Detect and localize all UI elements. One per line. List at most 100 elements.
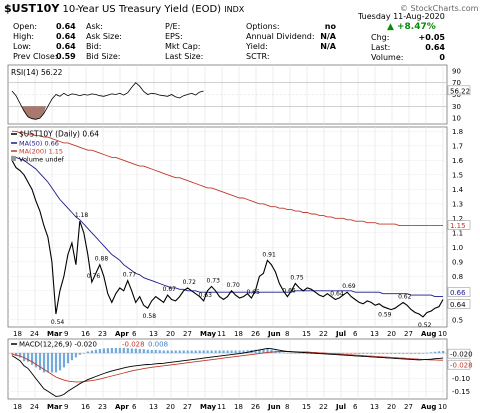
macd-histogram-bar — [238, 350, 241, 354]
macd-histogram-bar — [182, 350, 185, 354]
macd-x-tick: 22 — [319, 403, 328, 411]
price-annotation: 0.62 — [398, 293, 412, 300]
price-x-tick: 24 — [30, 330, 39, 338]
price-x-tick: 18 — [13, 330, 22, 338]
macd-histogram-bar — [202, 350, 205, 354]
macd-histogram-bar — [90, 350, 94, 354]
price-y-tick: 1.8 — [452, 128, 463, 136]
change-label: Chg: — [371, 33, 390, 42]
rsi-legend: RSI(14) 56.22 — [11, 68, 63, 77]
macd-histogram-bar — [11, 353, 14, 355]
high-value: 0.64 — [56, 32, 76, 41]
macd-histogram-bar — [366, 353, 369, 354]
yield-value: N/A — [320, 42, 336, 51]
high-label: High: — [13, 32, 35, 41]
price-x-tick: Jul — [335, 330, 346, 338]
bid-size-label: Bid Size: — [86, 52, 121, 61]
price-annotation: 0.72 — [183, 279, 197, 286]
macd-x-tick: 20 — [387, 403, 396, 411]
price-y-tick: 1.6 — [452, 157, 464, 165]
open-value: 0.64 — [56, 22, 76, 31]
macd-histogram-bar — [122, 347, 125, 354]
macd-histogram-bar — [278, 351, 281, 354]
macd-x-tick: 18 — [234, 403, 243, 411]
macd-x-tick: May — [200, 403, 216, 411]
macd-histogram-bar — [294, 353, 297, 354]
annual-dividend-label: Annual Dividend: — [246, 32, 315, 41]
macd-y-tick: -0.10 — [452, 375, 470, 383]
macd-x-tick: 26 — [251, 403, 260, 411]
ma50-tag: 0.66 — [450, 289, 466, 297]
price-x-tick: 27 — [404, 330, 413, 338]
macd-histogram-bar — [126, 348, 129, 354]
macd-histogram-bar — [34, 353, 38, 368]
macd-histogram-bar — [378, 353, 381, 354]
volume-label: Volume: — [371, 53, 404, 62]
macd-histogram-bar — [62, 353, 66, 368]
macd-x-tick: 18 — [13, 403, 22, 411]
macd-histogram-bar — [210, 350, 213, 354]
macd-histogram-bar — [286, 353, 289, 354]
macd-histogram-bar — [350, 353, 353, 354]
macd-histogram-bar — [102, 348, 105, 354]
prev-close-label: Prev Close: — [13, 52, 58, 61]
macd-histogram-bar — [98, 348, 101, 354]
symbol: $UST10Y — [4, 2, 60, 15]
price-annotation: 0.88 — [95, 256, 109, 263]
macd-histogram-bar — [422, 353, 425, 354]
macd-histogram-bar — [150, 349, 153, 354]
options-value: no — [324, 22, 336, 31]
last-size-label: Last Size: — [165, 52, 204, 61]
price-annotation: 0.54 — [51, 319, 65, 326]
macd-histogram-bar — [338, 353, 341, 354]
macd-histogram-bar — [94, 349, 98, 354]
macd-histogram-bar — [58, 353, 62, 371]
ma200-line — [12, 130, 443, 227]
price-x-tick: May — [200, 330, 216, 338]
price-annotation: 0.59 — [378, 312, 392, 319]
ma200-tag-box — [447, 220, 471, 230]
macd-histogram-bar — [402, 353, 405, 354]
price-y-tick: 1.0 — [452, 244, 463, 252]
macd-histogram-bar — [14, 353, 18, 357]
macd-histogram-bar — [414, 353, 417, 354]
macd-histogram-bar — [86, 351, 90, 354]
price-x-tick: Aug — [421, 330, 436, 338]
macd-histogram-bar — [390, 353, 393, 354]
macd-x-tick: 27 — [183, 403, 192, 411]
macd-x-tick: 23 — [98, 403, 107, 411]
price-x-tick: 26 — [251, 330, 260, 338]
price-y-tick: 1.3 — [452, 200, 463, 208]
macd-histogram-bar — [290, 353, 293, 354]
macd-histogram-bar — [198, 350, 201, 354]
price-annotation: 0.76 — [87, 273, 101, 280]
rsi-last-tag: 56.22 — [450, 87, 470, 95]
macd-histogram-bar — [74, 353, 78, 358]
macd-last-tag: -0.020 — [450, 351, 473, 359]
macd-x-tick: Jun — [267, 403, 281, 411]
price-x-tick: Mar — [47, 330, 63, 338]
legend-signal: -0.028 — [122, 341, 145, 349]
volume-value: 0 — [439, 53, 445, 62]
macd-histogram-bar — [66, 353, 70, 364]
macd-histogram-bar — [442, 351, 445, 354]
prev-close-value: 0.59 — [56, 52, 76, 61]
macd-histogram-bar — [162, 350, 165, 354]
price-annotation: 0.65 — [246, 289, 260, 296]
ma50-line — [11, 155, 443, 298]
price-x-tick: 20 — [166, 330, 175, 338]
macd-histogram-bar — [386, 353, 389, 354]
macd-x-tick: Apr — [115, 403, 129, 411]
macd-x-tick: Jul — [335, 403, 346, 411]
price-annotation: 1.18 — [75, 212, 89, 219]
chart-title: $UST10Y 10-Year US Treasury Yield (EOD) … — [4, 2, 244, 15]
legend-swatch-volume — [11, 156, 16, 161]
price-x-tick: 20 — [387, 330, 396, 338]
price-y-tick: 1.5 — [452, 171, 463, 179]
macd-x-tick: 16 — [81, 403, 90, 411]
price-x-tick: 13 — [370, 330, 379, 338]
last-label: Last: — [371, 43, 391, 52]
security-name: 10-Year US Treasury Yield (EOD) — [62, 4, 222, 15]
macd-histogram-bar — [138, 348, 141, 354]
